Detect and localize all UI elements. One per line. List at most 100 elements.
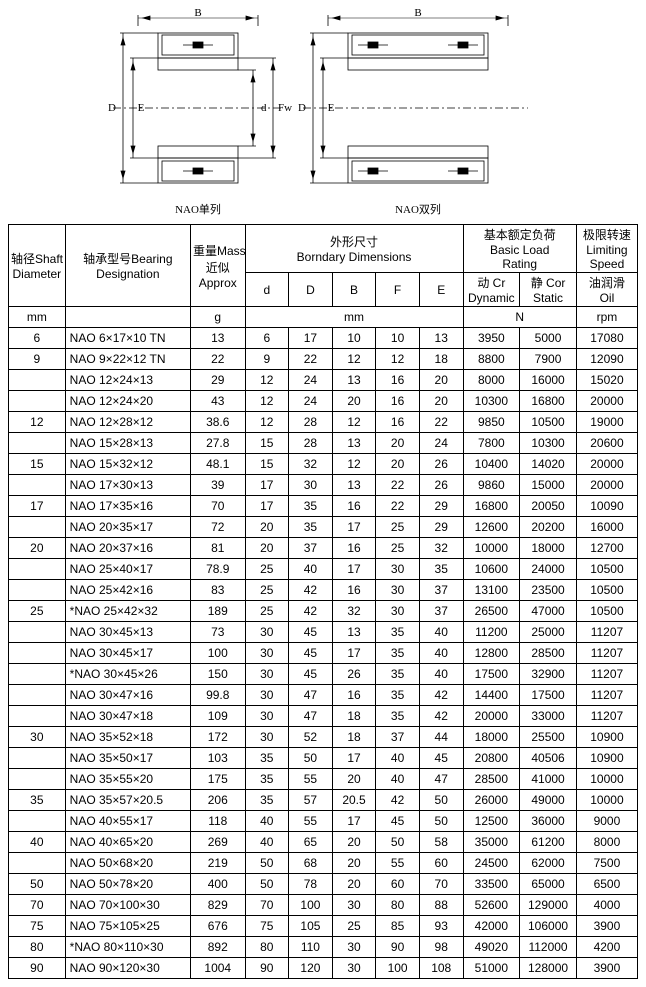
cell-desig: NAO 50×78×20 — [65, 874, 190, 895]
table-row: NAO 30×45×13733045133540112002500011207 — [9, 622, 638, 643]
cell-D: 17 — [289, 328, 333, 349]
cell-dyn: 11200 — [463, 622, 520, 643]
hdr-dims: 外形尺寸 Borndary Dimensions — [245, 225, 463, 273]
cell-rpm: 11207 — [576, 622, 637, 643]
cell-desig: NAO 30×47×16 — [65, 685, 190, 706]
cell-B: 16 — [332, 496, 376, 517]
cell-d: 17 — [245, 496, 289, 517]
cell-B: 17 — [332, 559, 376, 580]
unit-shaft: mm — [9, 307, 66, 328]
cell-d: 30 — [245, 685, 289, 706]
cell-diam — [9, 433, 66, 454]
cell-E: 47 — [419, 769, 463, 790]
cell-rpm: 11207 — [576, 664, 637, 685]
cell-F: 50 — [376, 832, 420, 853]
cell-rpm: 6500 — [576, 874, 637, 895]
cell-F: 35 — [376, 706, 420, 727]
cell-mass: 172 — [191, 727, 246, 748]
cell-desig: NAO 50×68×20 — [65, 853, 190, 874]
cell-B: 32 — [332, 601, 376, 622]
cell-diam — [9, 685, 66, 706]
cell-rpm: 7500 — [576, 853, 637, 874]
cell-E: 44 — [419, 727, 463, 748]
cell-rpm: 12090 — [576, 349, 637, 370]
cell-B: 20 — [332, 874, 376, 895]
cell-dyn: 35000 — [463, 832, 520, 853]
cell-mass: 103 — [191, 748, 246, 769]
cell-B: 26 — [332, 664, 376, 685]
cell-dyn: 10600 — [463, 559, 520, 580]
cell-rpm: 15020 — [576, 370, 637, 391]
cell-F: 20 — [376, 433, 420, 454]
cell-desig: NAO 70×100×30 — [65, 895, 190, 916]
cell-desig: NAO 30×45×17 — [65, 643, 190, 664]
cell-D: 42 — [289, 580, 333, 601]
cell-B: 10 — [332, 328, 376, 349]
table-row: 6NAO 6×17×10 TN136171010133950500017080 — [9, 328, 638, 349]
svg-text:d: d — [261, 102, 267, 114]
cell-rpm: 3900 — [576, 958, 637, 979]
cell-d: 20 — [245, 517, 289, 538]
cell-rpm: 10000 — [576, 769, 637, 790]
cell-dyn: 52600 — [463, 895, 520, 916]
cell-rpm: 10500 — [576, 580, 637, 601]
cell-diam: 35 — [9, 790, 66, 811]
cell-dyn: 9850 — [463, 412, 520, 433]
cell-F: 35 — [376, 622, 420, 643]
cell-stat: 128000 — [520, 958, 577, 979]
cell-desig: NAO 35×50×17 — [65, 748, 190, 769]
cell-stat: 10300 — [520, 433, 577, 454]
cell-mass: 22 — [191, 349, 246, 370]
cell-B: 25 — [332, 916, 376, 937]
cell-B: 18 — [332, 727, 376, 748]
cell-E: 42 — [419, 706, 463, 727]
cell-d: 20 — [245, 538, 289, 559]
cell-F: 40 — [376, 769, 420, 790]
cell-desig: NAO 35×57×20.5 — [65, 790, 190, 811]
table-row: 70NAO 70×100×308297010030808852600129000… — [9, 895, 638, 916]
cell-mass: 100 — [191, 643, 246, 664]
cell-d: 15 — [245, 433, 289, 454]
cell-rpm: 10500 — [576, 601, 637, 622]
cell-desig: NAO 90×120×30 — [65, 958, 190, 979]
cell-E: 18 — [419, 349, 463, 370]
cell-E: 24 — [419, 433, 463, 454]
cell-E: 32 — [419, 538, 463, 559]
cell-F: 22 — [376, 475, 420, 496]
cell-mass: 38.6 — [191, 412, 246, 433]
hdr-dyn: 动 CrDynamic — [463, 273, 520, 307]
cell-dyn: 7800 — [463, 433, 520, 454]
hdr-d: d — [245, 273, 289, 307]
cell-diam: 6 — [9, 328, 66, 349]
cell-dyn: 13100 — [463, 580, 520, 601]
cell-stat: 14020 — [520, 454, 577, 475]
svg-text:E: E — [138, 102, 145, 114]
unit-load: N — [463, 307, 576, 328]
cell-desig: NAO 25×40×17 — [65, 559, 190, 580]
cell-stat: 40506 — [520, 748, 577, 769]
cell-F: 85 — [376, 916, 420, 937]
cell-mass: 118 — [191, 811, 246, 832]
cell-B: 17 — [332, 643, 376, 664]
cell-E: 40 — [419, 622, 463, 643]
cell-E: 37 — [419, 580, 463, 601]
cell-desig: *NAO 30×45×26 — [65, 664, 190, 685]
cell-D: 37 — [289, 538, 333, 559]
cell-diam: 15 — [9, 454, 66, 475]
cell-diam: 12 — [9, 412, 66, 433]
cell-D: 68 — [289, 853, 333, 874]
table-row: NAO 35×50×171033550174045208004050610900 — [9, 748, 638, 769]
cell-d: 35 — [245, 769, 289, 790]
cell-E: 42 — [419, 685, 463, 706]
cell-F: 10 — [376, 328, 420, 349]
cell-desig: NAO 12×24×13 — [65, 370, 190, 391]
cell-d: 15 — [245, 454, 289, 475]
table-body: 6NAO 6×17×10 TN1361710101339505000170809… — [9, 328, 638, 979]
cell-stat: 20200 — [520, 517, 577, 538]
cell-d: 40 — [245, 832, 289, 853]
cell-d: 30 — [245, 643, 289, 664]
cell-E: 20 — [419, 391, 463, 412]
cell-dyn: 20000 — [463, 706, 520, 727]
cell-dyn: 8800 — [463, 349, 520, 370]
cell-mass: 676 — [191, 916, 246, 937]
